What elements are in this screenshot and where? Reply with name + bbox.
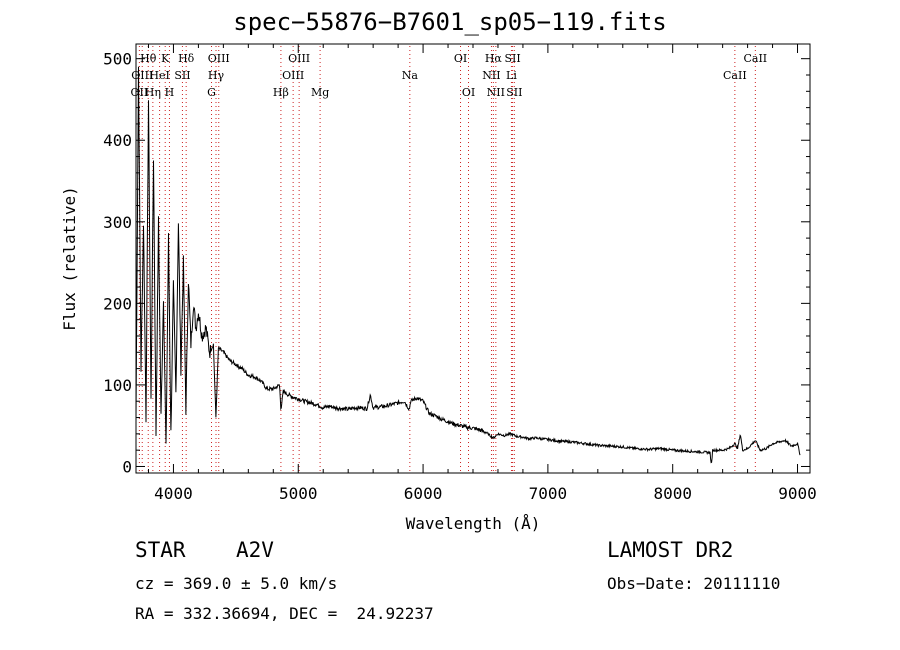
x-axis-label: Wavelength (Å) [406,514,541,533]
line-label: NII [482,69,500,82]
line-label: OI [462,86,475,99]
line-label: OIII [131,69,153,82]
line-label: H [165,86,175,99]
y-tick-label: 300 [103,213,132,232]
line-label: Hβ [273,86,289,99]
line-label: CaII [723,69,747,82]
line-label: G [207,86,216,99]
line-label: SII [174,69,190,82]
line-label: HeI [149,69,169,82]
object-subclass: A2V [236,538,274,562]
line-label: Hγ [208,69,225,82]
axis-layer: 4000 5000 6000 7000 8000 9000 0 100 200 300 400 500… [60,43,817,533]
redshift-velocity: cz = 369.0 ± 5.0 km/s [135,574,338,593]
line-label: OIII [288,52,310,65]
x-tick-label: 5000 [279,484,318,503]
x-tick-label: 9000 [778,484,817,503]
line-label: Hδ [178,52,195,65]
x-tick-label: 4000 [154,484,193,503]
line-label: OII [131,86,149,99]
y-axis-label: Flux (relative) [60,186,79,331]
line-label: Na [402,69,419,82]
y-tick-label: 500 [103,50,132,69]
data-layer [135,66,801,464]
y-tick-label: 200 [103,294,132,313]
y-tick-label: 400 [103,131,132,150]
line-label: Hθ [140,52,157,65]
chart-title: spec−55876−B7601_sp05−119.fits [233,8,667,36]
line-label: SII [506,86,522,99]
plot-frame [135,43,811,474]
spectrum-series-line [135,66,801,464]
line-label: OIII [282,69,304,82]
survey-name: LAMOST DR2 [607,538,734,562]
coordinates-radec: RA = 332.36694, DEC = 24.92237 [135,604,434,623]
line-label: OI [454,52,467,65]
line-label: SII [504,52,520,65]
line-label: Hα [485,52,503,65]
x-tick-label: 8000 [653,484,692,503]
line-label: Li [506,69,517,82]
object-class: STAR [135,538,186,562]
line-label: K [161,52,170,65]
x-tick-label: 6000 [404,484,443,503]
y-tick-label: 0 [122,457,132,476]
y-tick-label: 100 [103,376,132,395]
line-label: CaII [743,52,767,65]
line-label: Hη [145,86,161,99]
line-label: OIII [208,52,230,65]
x-tick-label: 7000 [529,484,568,503]
line-marker-layer [138,46,756,473]
line-label: NII [487,86,505,99]
line-label: Mg [311,86,329,99]
line-label-layer: OII OIII Hθ Hη HeI K H SII Hδ G Hγ OIII Hβ OIII OIII Mg… [131,52,768,99]
observation-date: Obs−Date: 20111110 [607,574,781,593]
